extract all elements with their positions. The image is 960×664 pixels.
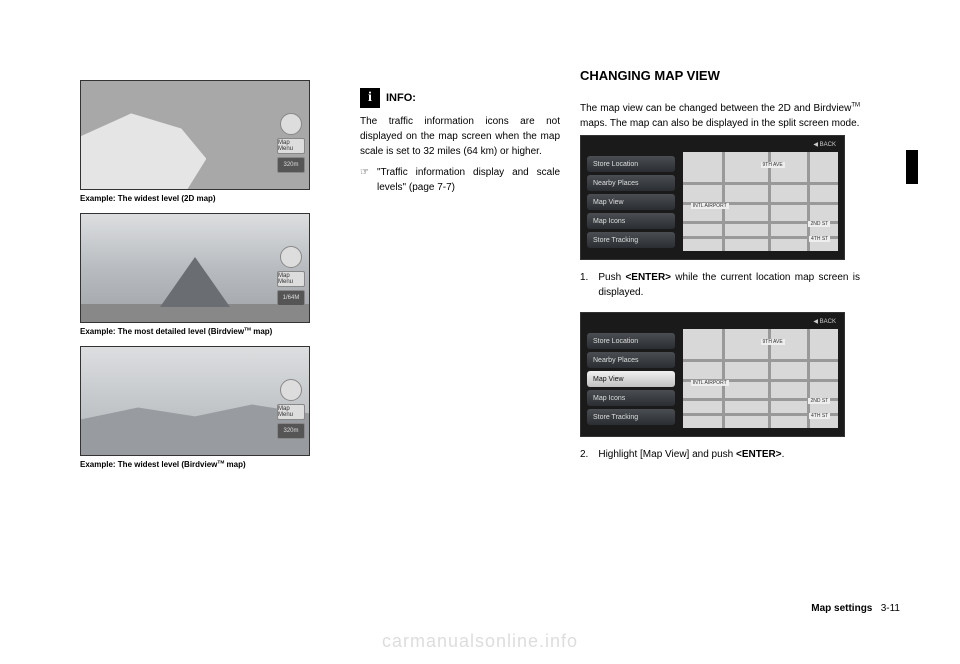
page-footer: Map settings 3-11 [811, 603, 900, 614]
menu-store-tracking: Store Tracking [587, 409, 675, 425]
step-1: 1. Push <ENTER> while the current locati… [580, 270, 860, 300]
menu-map-icons: Map Icons [587, 213, 675, 229]
nav-map-area: INTL AIRPORT 2ND ST 4TH ST 9TH AVE [683, 329, 838, 428]
menu-nearby-places: Nearby Places [587, 352, 675, 368]
back-button: ◀ BACK [813, 141, 836, 148]
scale-label: 320m [277, 157, 305, 173]
step-2-text: Highlight [Map View] and push <ENTER>. [598, 447, 860, 462]
intro-text: The map view can be changed between the … [580, 101, 860, 131]
landmass-shape [81, 113, 206, 189]
step-2: 2. Highlight [Map View] and push <ENTER>… [580, 447, 860, 462]
caption-2d-widest: Example: The widest level (2D map) [80, 194, 340, 203]
menu-store-location: Store Location [587, 333, 675, 349]
column-2: INFO: The traffic information icons are … [360, 80, 560, 479]
section-title: CHANGING MAP VIEW [580, 68, 860, 83]
info-body-text: The traffic information icons are not di… [360, 114, 560, 159]
map-label-st1: 2ND ST [808, 221, 830, 227]
compass-icon [280, 113, 302, 135]
back-button: ◀ BACK [813, 318, 836, 325]
map-label-ave: 9TH AVE [761, 162, 785, 168]
side-buttons: Map Menu 320m [277, 379, 305, 439]
section-tab [906, 150, 918, 184]
compass-icon [280, 246, 302, 268]
menu-map-view: Map View [587, 371, 675, 387]
menu-nearby-places: Nearby Places [587, 175, 675, 191]
nav-menu: Store Location Nearby Places Map View Ma… [587, 156, 675, 248]
map-label-st2: 4TH ST [809, 236, 830, 242]
nav-screenshot-2: ◀ BACK Store Location Nearby Places Map … [580, 312, 845, 437]
reference-row: ☞ "Traffic information display and scale… [360, 165, 560, 195]
caption-birdview-detailed: Example: The most detailed level (Birdvi… [80, 327, 340, 336]
map-label-ave: 9TH AVE [761, 339, 785, 345]
step-1-text: Push <ENTER> while the current location … [598, 270, 860, 300]
scale-label: 1/64M [277, 290, 305, 306]
coast-shape [81, 396, 309, 455]
menu-store-tracking: Store Tracking [587, 232, 675, 248]
map-label-airport: INTL AIRPORT [691, 380, 729, 386]
map-label-st2: 4TH ST [809, 413, 830, 419]
side-buttons: Map Menu 1/64M [277, 246, 305, 306]
screenshot-birdview-widest: Map Menu 320m [80, 346, 310, 456]
map-menu-button: Map Menu [277, 271, 305, 287]
compass-icon [280, 379, 302, 401]
column-3: CHANGING MAP VIEW The map view can be ch… [580, 80, 860, 479]
nav-screenshot-1: ◀ BACK Store Location Nearby Places Map … [580, 135, 845, 260]
screenshot-birdview-detailed: Map Menu 1/64M [80, 213, 310, 323]
nav-map-area: INTL AIRPORT 2ND ST 4TH ST 9TH AVE [683, 152, 838, 251]
map-menu-button: Map Menu [277, 138, 305, 154]
menu-map-view: Map View [587, 194, 675, 210]
column-1: Map Menu 320m Example: The widest level … [80, 80, 340, 479]
page-content: Map Menu 320m Example: The widest level … [0, 0, 960, 499]
step-2-num: 2. [580, 447, 588, 462]
menu-map-icons: Map Icons [587, 390, 675, 406]
menu-store-location: Store Location [587, 156, 675, 172]
nav-menu: Store Location Nearby Places Map View Ma… [587, 333, 675, 425]
map-menu-button: Map Menu [277, 404, 305, 420]
screenshot-2d-widest: Map Menu 320m [80, 80, 310, 190]
info-header: INFO: [360, 88, 560, 108]
footer-label: Map settings [811, 603, 872, 614]
step-1-num: 1. [580, 270, 588, 300]
info-label: INFO: [386, 92, 416, 104]
map-label-st1: 2ND ST [808, 398, 830, 404]
info-icon [360, 88, 380, 108]
watermark: carmanualsonline.info [382, 631, 578, 652]
reference-icon: ☞ [360, 165, 369, 195]
caption-birdview-widest: Example: The widest level (BirdviewTM ma… [80, 460, 340, 469]
side-buttons: Map Menu 320m [277, 113, 305, 173]
map-label-airport: INTL AIRPORT [691, 203, 729, 209]
page-number: 3-11 [881, 603, 900, 614]
reference-text: "Traffic information display and scale l… [377, 165, 560, 195]
perspective-shape [160, 257, 230, 307]
scale-label: 320m [277, 423, 305, 439]
